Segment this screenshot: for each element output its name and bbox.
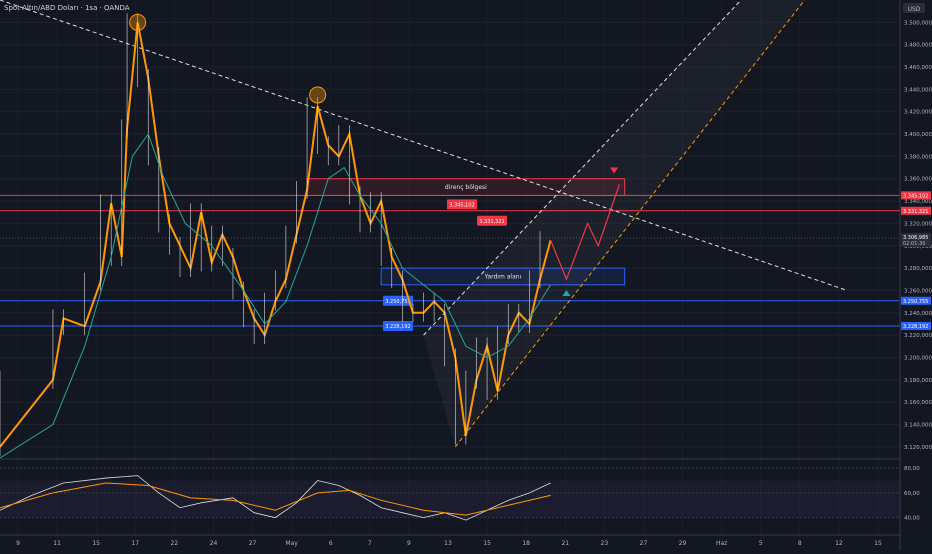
rsi-tick-label: 80,00 <box>904 466 920 472</box>
price-axis[interactable]: USD 3.500,000 3.480,000 3.460,000 3.440,000 3… <box>899 0 932 550</box>
level-chart-tag <box>383 295 413 306</box>
swing-high-marker <box>129 13 147 31</box>
channel-fill <box>423 0 805 447</box>
price-axis-bg <box>900 0 932 550</box>
y-tick-label: 3.120,000 <box>904 445 932 451</box>
rsi-pane <box>0 458 900 521</box>
x-tick-label: 22 <box>171 540 179 547</box>
x-tick-label: 27 <box>640 540 648 547</box>
currency-label: USD <box>908 6 921 13</box>
x-tick-label: Haz <box>716 540 727 547</box>
symbol-title[interactable]: Spot Altın/ABD Doları · 1sa · OANDA <box>4 4 130 12</box>
level-price-label: 3.345,102 <box>903 193 928 199</box>
level-chart-tag <box>447 199 477 210</box>
y-tick-label: 3.240,000 <box>904 311 932 317</box>
level-chart-label: 3.345,102 <box>449 202 474 208</box>
y-tick-label: 3.460,000 <box>904 65 932 71</box>
x-tick-label: May <box>285 540 298 547</box>
x-tick-label: 23 <box>601 540 609 547</box>
x-tick-label: 9 <box>407 540 411 547</box>
y-tick-label: 3.440,000 <box>904 87 932 93</box>
drawing-tools[interactable] <box>0 0 848 448</box>
time-axis[interactable]: 9 11 15 17 22 24 27 May 6 7 9 13 15 18 21 23 27 29 Haz 5 8 12… <box>0 534 900 547</box>
y-tick-label: 3.140,000 <box>904 422 932 428</box>
current-price-label: 3.306,985 <box>903 235 928 241</box>
current-price-tag <box>901 232 931 247</box>
level-price-tag <box>901 321 931 330</box>
zone-label: direnç bölgesi <box>445 184 487 191</box>
currency-box <box>903 3 925 13</box>
descending-trendline <box>0 0 848 291</box>
x-tick-label: 13 <box>444 540 452 547</box>
x-tick-label: 5 <box>759 540 763 547</box>
chart-grid <box>0 21 900 448</box>
y-tick-label: 3.360,000 <box>904 177 932 183</box>
x-tick-label: 6 <box>329 540 333 547</box>
y-tick-label: 3.340,000 <box>904 199 932 205</box>
y-tick-label: 3.160,000 <box>904 400 932 406</box>
rsi-series-line <box>0 475 551 521</box>
y-tick-label: 3.320,000 <box>904 221 932 227</box>
level-price-tag <box>901 191 931 200</box>
level-chart-label: 3.331,321 <box>479 219 504 225</box>
x-tick-label: 12 <box>835 540 843 547</box>
x-tick-label: 18 <box>522 540 530 547</box>
moving-average-line <box>0 132 552 459</box>
price-line <box>0 22 552 448</box>
y-tick-label: 3.260,000 <box>904 288 932 294</box>
arrow-up-icon <box>562 290 571 297</box>
level-price-tag <box>901 206 931 215</box>
channel-lower-line <box>454 0 806 448</box>
rsi-band <box>0 480 900 518</box>
level-price-tag <box>901 296 931 305</box>
x-tick-label: 29 <box>679 540 687 547</box>
x-tick-label: 8 <box>798 540 802 547</box>
level-chart-label: 3.250,755 <box>385 299 410 305</box>
rsi-series-line <box>0 482 551 516</box>
level-price-label: 3.331,321 <box>903 209 928 215</box>
y-tick-label: 3.220,000 <box>904 333 932 339</box>
y-tick-label: 3.420,000 <box>904 110 932 116</box>
y-tick-label: 3.180,000 <box>904 378 932 384</box>
x-tick-label: 24 <box>210 540 218 547</box>
level-lines[interactable]: 3.345,102 3.331,321 3.250,755 3.228,192 <box>0 194 900 331</box>
y-tick-label: 3.480,000 <box>904 43 932 49</box>
zone-label: Yardım alanı <box>484 273 522 280</box>
y-tick-label: 3.500,000 <box>904 20 932 26</box>
x-tick-label: 21 <box>561 540 569 547</box>
annotation-layer[interactable] <box>129 13 620 297</box>
x-tick-label: 7 <box>368 540 372 547</box>
x-tick-label: 15 <box>483 540 491 547</box>
rsi-tick-label: 40,00 <box>904 516 920 522</box>
level-price-label: 3.250,755 <box>903 299 928 305</box>
arrow-down-icon <box>610 167 619 174</box>
level-price-label: 3.228,192 <box>903 324 928 330</box>
y-tick-label: 3.400,000 <box>904 132 932 138</box>
countdown-label: 02:01:30 <box>903 241 925 247</box>
y-tick-label: 3.200,000 <box>904 355 932 361</box>
x-tick-label: 15 <box>92 540 100 547</box>
level-chart-tag <box>383 320 413 331</box>
x-tick-label: 15 <box>874 540 882 547</box>
projection-path <box>550 184 620 281</box>
x-tick-label: 27 <box>249 540 257 547</box>
y-tick-label: 3.280,000 <box>904 266 932 272</box>
level-chart-tag <box>477 215 507 226</box>
y-tick-label: 3.380,000 <box>904 154 932 160</box>
x-tick-label: 11 <box>53 540 61 547</box>
x-tick-label: 9 <box>16 540 20 547</box>
swing-high-marker <box>309 86 327 104</box>
price-series <box>0 13 552 459</box>
x-tick-label: 17 <box>131 540 139 547</box>
level-chart-label: 3.228,192 <box>385 324 410 330</box>
rsi-tick-label: 60,00 <box>904 491 920 497</box>
